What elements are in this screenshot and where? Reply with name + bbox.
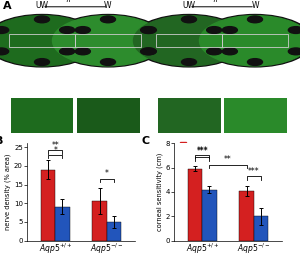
Text: *: *	[105, 169, 109, 178]
Circle shape	[134, 16, 244, 66]
Bar	[239, 191, 254, 241]
Bar	[11, 98, 74, 133]
Text: **: **	[224, 155, 232, 164]
Text: ***: ***	[196, 146, 208, 155]
Circle shape	[182, 16, 196, 23]
Text: A: A	[3, 1, 12, 11]
Circle shape	[0, 27, 9, 34]
Bar	[76, 98, 140, 133]
Circle shape	[222, 27, 237, 34]
Circle shape	[207, 48, 222, 55]
Circle shape	[207, 27, 222, 34]
Text: W: W	[251, 1, 259, 10]
Circle shape	[52, 16, 164, 66]
Y-axis label: nerve density (% area): nerve density (% area)	[4, 154, 11, 230]
Circle shape	[100, 59, 116, 66]
Bar	[188, 169, 202, 241]
Circle shape	[288, 27, 300, 34]
Circle shape	[288, 48, 300, 55]
Text: B: B	[0, 136, 3, 146]
Text: UW: UW	[35, 1, 49, 10]
Circle shape	[34, 59, 50, 66]
Bar	[202, 189, 217, 241]
Circle shape	[0, 48, 9, 55]
Text: C: C	[142, 136, 150, 146]
Circle shape	[50, 15, 166, 67]
Text: UW: UW	[182, 1, 196, 10]
Bar	[224, 98, 286, 133]
Bar	[107, 222, 121, 241]
Bar	[41, 169, 55, 241]
Circle shape	[141, 27, 156, 34]
Circle shape	[141, 27, 156, 34]
Circle shape	[222, 48, 237, 55]
Bar	[254, 216, 268, 241]
Circle shape	[0, 16, 98, 66]
Bar	[158, 98, 220, 133]
Circle shape	[100, 16, 116, 23]
Circle shape	[200, 16, 300, 66]
Circle shape	[34, 16, 50, 23]
Legend: UW, W: UW, W	[180, 142, 202, 156]
Bar	[92, 201, 107, 241]
Circle shape	[182, 59, 196, 66]
Text: ***: ***	[248, 167, 260, 176]
Text: $Aqp5^{+/+}$: $Aqp5^{+/+}$	[58, 0, 92, 5]
Circle shape	[60, 48, 75, 55]
Text: $Aqp5^{-/-}$: $Aqp5^{-/-}$	[205, 0, 239, 5]
Text: *: *	[53, 146, 57, 155]
Circle shape	[248, 59, 262, 66]
Bar	[55, 207, 70, 241]
Text: **: **	[51, 141, 59, 150]
Circle shape	[141, 48, 156, 55]
Circle shape	[197, 15, 300, 67]
Y-axis label: corneal sensitivity (cm): corneal sensitivity (cm)	[156, 153, 163, 231]
Circle shape	[0, 15, 100, 67]
Text: ***: ***	[196, 147, 208, 156]
Circle shape	[248, 16, 262, 23]
Circle shape	[75, 27, 90, 34]
Circle shape	[60, 27, 75, 34]
Circle shape	[141, 48, 156, 55]
Circle shape	[131, 15, 247, 67]
Text: W: W	[104, 1, 112, 10]
Circle shape	[75, 48, 90, 55]
